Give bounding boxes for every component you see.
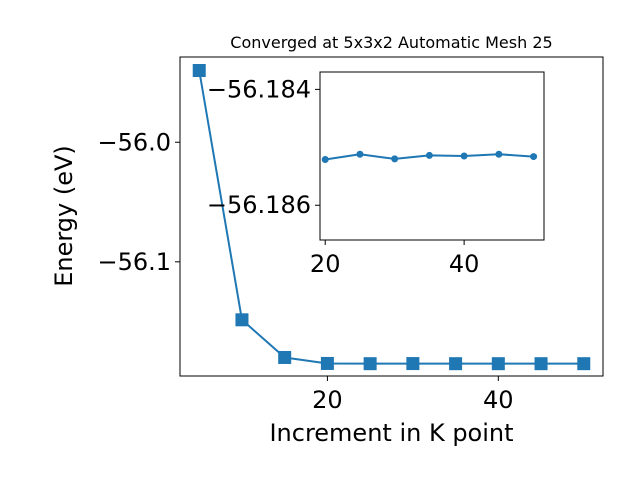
- main-ticks: 20 40 −56.1 −56.0: [97, 128, 513, 414]
- main-data-point: [192, 64, 206, 78]
- main-series-line: [198, 70, 584, 365]
- main-y-tick-label: −56.0: [97, 128, 171, 156]
- main-data-point: [278, 350, 292, 364]
- inset-data-point: [391, 155, 399, 163]
- main-data-point: [449, 357, 463, 371]
- main-data-point: [534, 357, 548, 371]
- inset-series: [321, 150, 538, 163]
- main-data-point: [491, 357, 505, 371]
- inset-data-point: [460, 152, 468, 160]
- inset-data-point: [530, 153, 538, 161]
- inset-y-tick-label: −56.186: [207, 191, 311, 219]
- main-axes: 20 40 −56.1 −56.0: [97, 56, 604, 414]
- main-data-point: [363, 357, 377, 371]
- inset-data-point: [425, 151, 433, 159]
- main-data-point: [406, 357, 420, 371]
- inset-data-point: [321, 155, 329, 163]
- main-x-tick-label: 40: [483, 386, 514, 414]
- inset-data-point: [356, 150, 364, 158]
- inset-x-tick-label: 40: [449, 250, 480, 278]
- chart-title: Converged at 5x3x2 Automatic Mesh 25: [230, 33, 552, 52]
- main-plot-frame: [179, 56, 604, 377]
- main-data-point: [320, 356, 334, 370]
- inset-axes: 20 40 −56.186 −56.184: [207, 71, 545, 278]
- inset-x-tick-label: 20: [310, 250, 341, 278]
- x-axis-label: Increment in K point: [269, 419, 513, 447]
- y-axis-label: Energy (eV): [50, 145, 78, 287]
- inset-data-point: [495, 150, 503, 158]
- main-series: [192, 64, 591, 371]
- main-data-point: [235, 313, 249, 327]
- inset-plot-frame: [319, 71, 545, 241]
- main-data-point: [577, 357, 591, 371]
- main-y-tick-label: −56.1: [97, 248, 171, 276]
- inset-y-tick-label: −56.184: [207, 75, 311, 103]
- inset-ticks: 20 40 −56.186 −56.184: [207, 75, 479, 278]
- main-x-tick-label: 20: [312, 386, 343, 414]
